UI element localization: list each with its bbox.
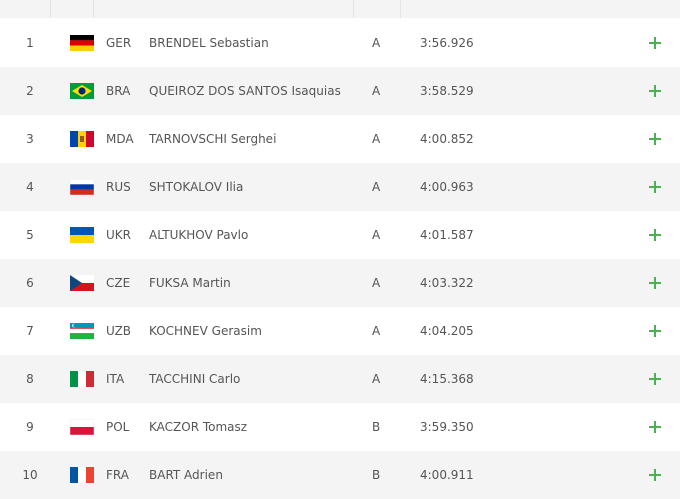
- time: 4:01.587: [420, 228, 474, 242]
- time: 4:03.322: [420, 276, 474, 290]
- rank: 1: [26, 36, 34, 50]
- country-code: BRA: [106, 84, 131, 98]
- rank: 8: [26, 372, 34, 386]
- expand-button[interactable]: [649, 229, 661, 241]
- result-row: 8 ITA TACCHINI Carlo A 4:15.368: [0, 355, 680, 403]
- flag: [70, 179, 94, 195]
- athlete-name: ALTUKHOV Pavlo: [149, 228, 249, 242]
- result-row: 10 FRA BART Adrien B 4:00.911: [0, 451, 680, 499]
- expand-button[interactable]: [649, 181, 661, 193]
- flag: [70, 467, 94, 483]
- time: 3:56.926: [420, 36, 474, 50]
- flag: [70, 83, 94, 99]
- flag: [70, 227, 94, 243]
- rank: 2: [26, 84, 34, 98]
- time: 4:00.911: [420, 468, 474, 482]
- heat: B: [372, 468, 381, 482]
- time: 3:58.529: [420, 84, 474, 98]
- country-code: MDA: [106, 132, 134, 146]
- country-code: FRA: [106, 468, 129, 482]
- country-code: POL: [106, 420, 130, 434]
- result-row: 6 CZE FUKSA Martin A 4:03.322: [0, 259, 680, 307]
- rank: 6: [26, 276, 34, 290]
- flag: [70, 371, 94, 387]
- athlete-name: TACCHINI Carlo: [149, 372, 241, 386]
- country-code: CZE: [106, 276, 131, 290]
- rank: 7: [26, 324, 34, 338]
- country-code: ITA: [106, 372, 125, 386]
- expand-button[interactable]: [649, 325, 661, 337]
- athlete-name: FUKSA Martin: [149, 276, 231, 290]
- athlete-name: TARNOVSCHI Serghei: [149, 132, 277, 146]
- country-code: UZB: [106, 324, 132, 338]
- expand-button[interactable]: [649, 469, 661, 481]
- result-row: 3 MDA TARNOVSCHI Serghei A 4:00.852: [0, 115, 680, 163]
- heat: A: [372, 324, 381, 338]
- heat: A: [372, 36, 381, 50]
- flag: [70, 419, 94, 435]
- result-row: 9 POL KACZOR Tomasz B 3:59.350: [0, 403, 680, 451]
- rank: 4: [26, 180, 34, 194]
- heat: A: [372, 372, 381, 386]
- country-code: GER: [106, 36, 132, 50]
- heat: A: [372, 132, 381, 146]
- rank: 5: [26, 228, 34, 242]
- country-code: RUS: [106, 180, 131, 194]
- result-row: 7 UZB KOCHNEV Gerasim A 4:04.205: [0, 307, 680, 355]
- expand-button[interactable]: [649, 421, 661, 433]
- expand-button[interactable]: [649, 133, 661, 145]
- expand-button[interactable]: [649, 277, 661, 289]
- rank: 3: [26, 132, 34, 146]
- time: 4:04.205: [420, 324, 474, 338]
- heat: A: [372, 180, 381, 194]
- flag: [70, 35, 94, 51]
- heat: A: [372, 84, 381, 98]
- heat: A: [372, 276, 381, 290]
- rank: 9: [26, 420, 34, 434]
- athlete-name: KACZOR Tomasz: [149, 420, 248, 434]
- athlete-name: BART Adrien: [149, 468, 223, 482]
- result-row: 1 GER BRENDEL Sebastian A 3:56.926: [0, 19, 680, 67]
- expand-button[interactable]: [649, 373, 661, 385]
- flag: [70, 323, 94, 339]
- heat: A: [372, 228, 381, 242]
- flag: [70, 131, 94, 147]
- rank: 10: [22, 468, 38, 482]
- athlete-name: SHTOKALOV Ilia: [149, 180, 244, 194]
- athlete-name: KOCHNEV Gerasim: [149, 324, 262, 338]
- result-row: 2 BRA QUEIROZ DOS SANTOS Isaquias A 3:58.529: [0, 67, 680, 115]
- time: 4:00.852: [420, 132, 474, 146]
- time: 3:59.350: [420, 420, 474, 434]
- time: 4:15.368: [420, 372, 474, 386]
- expand-button[interactable]: [649, 37, 661, 49]
- athlete-name: QUEIROZ DOS SANTOS Isaquias: [149, 84, 341, 98]
- expand-button[interactable]: [649, 85, 661, 97]
- time: 4:00.963: [420, 180, 474, 194]
- flag: [70, 275, 94, 291]
- result-row: 5 UKR ALTUKHOV Pavlo A 4:01.587: [0, 211, 680, 259]
- country-code: UKR: [106, 228, 131, 242]
- heat: B: [372, 420, 381, 434]
- header-strip: [0, 0, 680, 18]
- athlete-name: BRENDEL Sebastian: [149, 36, 269, 50]
- result-row: 4 RUS SHTOKALOV Ilia A 4:00.963: [0, 163, 680, 211]
